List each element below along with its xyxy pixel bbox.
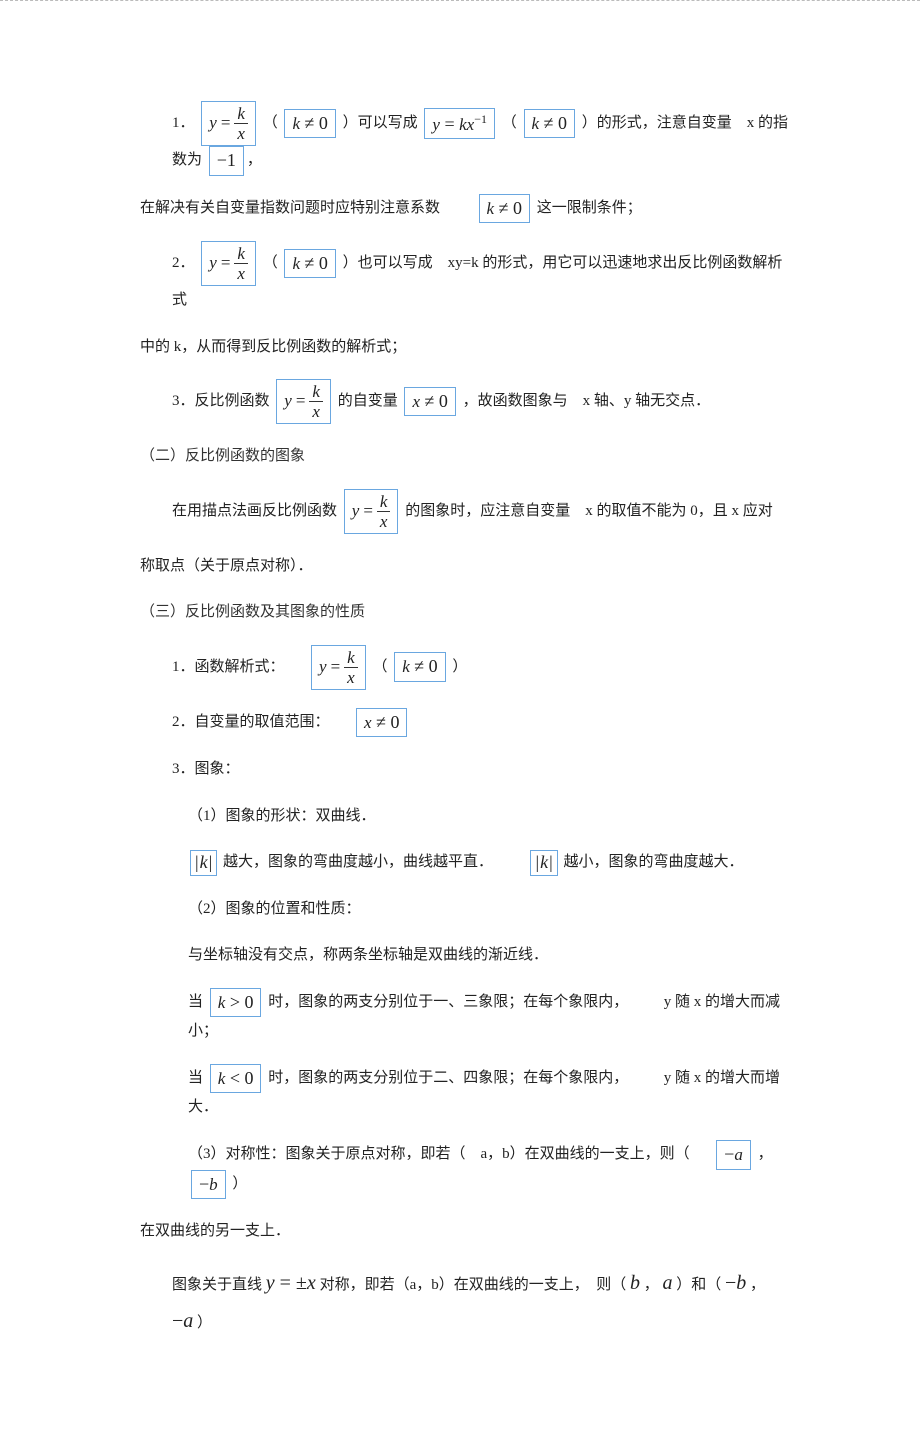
text: ） [232, 1176, 247, 1192]
formula-y-k-over-x-2: y= kx [201, 241, 256, 286]
para-5: 1．函数解析式： y= kx （ k ≠ 0 ） [140, 645, 790, 690]
section-3-title: （三）反比例函数及其图象的性质 [140, 598, 790, 627]
formula-k-ne-0-2: k ≠ 0 [524, 109, 575, 139]
text: （ [502, 115, 517, 131]
var-b: b [630, 1272, 640, 1294]
para-13: 当 k < 0 时，图象的两支分别位于二、四象限；在每个象限内， y 随 x 的… [140, 1064, 790, 1122]
var-neg-b: −b [725, 1272, 746, 1294]
text: 这一限制条件； [537, 200, 642, 216]
text: 3．反比例函数 [172, 393, 273, 409]
text: ， [247, 152, 262, 168]
formula-neg1: −1 [209, 146, 244, 176]
formula-k-gt-0: k > 0 [210, 988, 262, 1018]
formula-y-k-over-x: y = k x [201, 101, 256, 146]
text: ， [644, 1277, 659, 1293]
formula-k-ne-0-3: k ≠ 0 [479, 194, 530, 224]
para-10: （2）图象的位置和性质： [140, 895, 790, 924]
formula-y-k-over-x-4: y= kx [344, 489, 399, 534]
text: 1． [172, 115, 195, 131]
document-page: 1． y = k x （ k ≠ 0 ）可以写成 y = kx−1 （ k ≠ … [0, 0, 920, 1438]
text: ，故函数图象与 x 轴、y 轴无交点． [463, 393, 711, 409]
para-14-cont: 在双曲线的另一支上． [140, 1217, 790, 1246]
para-1: 1． y = k x （ k ≠ 0 ）可以写成 y = kx−1 （ k ≠ … [140, 101, 790, 176]
formula-k-ne-0: k ≠ 0 [284, 109, 335, 139]
text: ）和（ [676, 1277, 721, 1293]
para-4-cont: 称取点（关于原点对称）． [140, 552, 790, 581]
text: 的图象时，应注意自变量 x 的取值不能为 0，且 x 应对 [405, 503, 773, 519]
text: 时，图象的两支分别位于一、三象限；在每个象限内， [268, 994, 628, 1010]
formula-x-ne-0-2: x ≠ 0 [356, 708, 407, 738]
formula-k-ne-0-5: k ≠ 0 [394, 652, 445, 682]
text: ） [452, 659, 467, 675]
para-2: 2． y= kx （ k ≠ 0 ）也可以写成 xy=k 的形式，用它可以迅速地… [140, 241, 790, 315]
formula-y-pm-x: y = ±x [266, 1272, 316, 1294]
formula-k-lt-0: k < 0 [210, 1064, 262, 1094]
para-7: 3．图象： [140, 755, 790, 784]
para-6: 2．自变量的取值范围： x ≠ 0 [140, 708, 790, 738]
text: 图象关于直线 [172, 1277, 266, 1293]
para-14: （3）对称性：图象关于原点对称，即若（ a，b）在双曲线的一支上，则（ −a ，… [140, 1140, 790, 1199]
formula-neg-a: −a [716, 1140, 751, 1170]
para-11: 与坐标轴没有交点，称两条坐标轴是双曲线的渐近线． [140, 941, 790, 970]
text: ）可以写成 [343, 115, 422, 131]
formula-y-k-over-x-5: y= kx [311, 645, 366, 690]
text: （ [372, 659, 387, 675]
para-12: 当 k > 0 时，图象的两支分别位于一、三象限；在每个象限内， y 随 x 的… [140, 988, 790, 1046]
text: （ [263, 255, 278, 271]
text: 的自变量 [338, 393, 402, 409]
text: 当 [188, 994, 203, 1010]
para-8: （1）图象的形状：双曲线． [140, 802, 790, 831]
text: （3）对称性：图象关于原点对称，即若（ a，b）在双曲线的一支上，则（ [188, 1146, 690, 1162]
abs-k-1: |k| [190, 850, 217, 876]
section-2-title: （二）反比例函数的图象 [140, 442, 790, 471]
para-3: 3．反比例函数 y= kx 的自变量 x ≠ 0 ，故函数图象与 x 轴、y 轴… [140, 379, 790, 424]
text: （ [263, 115, 278, 131]
text: 在解决有关自变量指数问题时应特别注意系数 [140, 200, 440, 216]
text: 在用描点法画反比例函数 [172, 503, 341, 519]
text: 当 [188, 1070, 203, 1086]
formula-y-k-over-x-3: y= kx [276, 379, 331, 424]
text: 2．自变量的取值范围： [172, 714, 330, 730]
formula-y-kx-1: y = kx−1 [424, 108, 495, 140]
para-1-cont: 在解决有关自变量指数问题时应特别注意系数 k ≠ 0 这一限制条件； [140, 194, 790, 224]
text: 时，图象的两支分别位于二、四象限；在每个象限内， [268, 1070, 628, 1086]
var-neg-a: −a [172, 1310, 193, 1332]
para-15: 图象关于直线 y = ±x 对称，即若（a，b）在双曲线的一支上， 则（ b ，… [140, 1264, 790, 1340]
text: 越小，图象的弯曲度越大． [563, 854, 743, 870]
para-4: 在用描点法画反比例函数 y= kx 的图象时，应注意自变量 x 的取值不能为 0… [140, 489, 790, 534]
abs-k-2: |k| [530, 850, 557, 876]
text: 中的 k，从而得到反比例函数的解析式； [140, 339, 406, 355]
var-a: a [663, 1272, 673, 1294]
text: ， [758, 1146, 773, 1162]
para-9: |k| 越大，图象的弯曲度越小，曲线越平直． |k| 越小，图象的弯曲度越大． [140, 848, 790, 877]
formula-k-ne-0-4: k ≠ 0 [284, 249, 335, 279]
text: 越大，图象的弯曲度越小，曲线越平直． [223, 854, 493, 870]
text: ， [750, 1277, 765, 1293]
formula-x-ne-0: x ≠ 0 [404, 387, 455, 417]
text: 对称，即若（a，b）在双曲线的一支上， 则（ [320, 1277, 627, 1293]
text: 1．函数解析式： [172, 659, 285, 675]
text: ） [197, 1315, 212, 1331]
para-2-cont: 中的 k，从而得到反比例函数的解析式； [140, 333, 790, 362]
formula-neg-b: −b [191, 1170, 226, 1200]
text: 2． [172, 255, 195, 271]
